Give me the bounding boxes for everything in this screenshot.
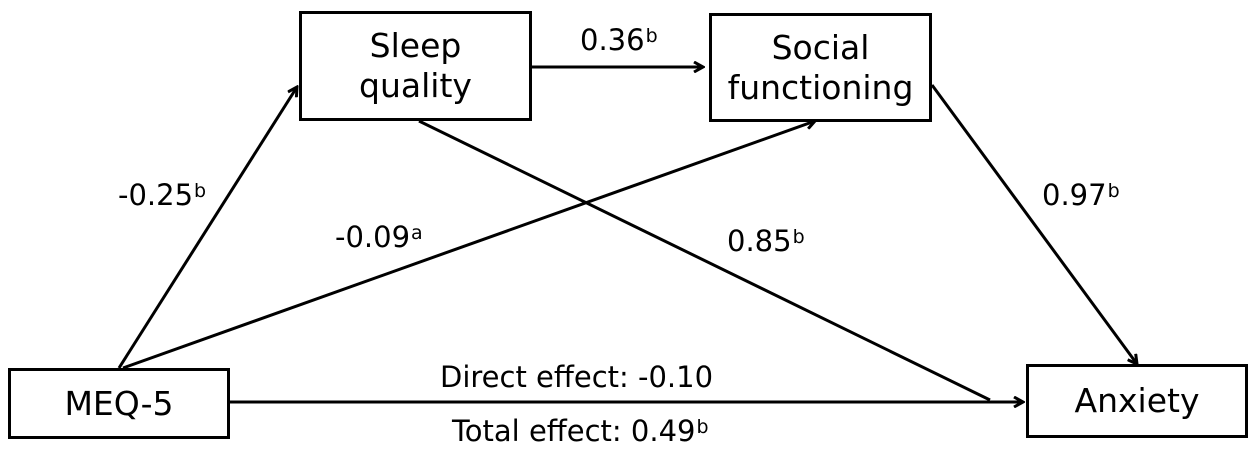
label-meq-social-value: -0.09 (335, 220, 411, 254)
node-sleep-quality: Sleep quality (299, 11, 532, 121)
node-social-functioning-line2: functioning (727, 67, 914, 107)
label-sleep-anxiety-value: 0.85 (727, 224, 792, 258)
label-social-anxiety-sig: b (1107, 180, 1120, 202)
arrow-sleep-to-anxiety (418, 119, 991, 402)
arrow-meq-to-social (122, 121, 815, 370)
node-meq5-label: MEQ-5 (64, 383, 174, 423)
node-social-functioning: Social functioning (709, 13, 932, 122)
label-social-anxiety: 0.97b (1042, 178, 1120, 212)
node-anxiety-label: Anxiety (1074, 381, 1200, 420)
label-sleep-social-value: 0.36 (580, 23, 645, 57)
node-sleep-quality-line2: quality (359, 66, 472, 105)
label-total-effect-sig: b (696, 416, 709, 438)
label-sleep-anxiety-sig: b (792, 226, 805, 248)
arrow-meq-to-sleep (117, 87, 297, 369)
label-direct-effect: Direct effect: -0.10 (440, 360, 713, 394)
label-meq-sleep-value: -0.25 (118, 178, 194, 212)
label-sleep-social: 0.36b (580, 23, 658, 57)
label-sleep-anxiety: 0.85b (727, 224, 805, 258)
label-total-effect: Total effect: 0.49b (452, 414, 709, 448)
label-social-anxiety-value: 0.97 (1042, 178, 1107, 212)
node-meq5: MEQ-5 (8, 368, 230, 439)
label-total-effect-text: Total effect: 0.49 (452, 414, 696, 448)
label-meq-sleep: -0.25b (118, 178, 206, 212)
label-sleep-social-sig: b (645, 25, 658, 47)
label-direct-effect-text: Direct effect: -0.10 (440, 360, 714, 394)
label-meq-sleep-sig: b (194, 180, 207, 202)
label-meq-social: -0.09a (335, 220, 423, 254)
node-anxiety: Anxiety (1026, 364, 1248, 438)
node-sleep-quality-line1: Sleep (369, 26, 462, 65)
label-meq-social-sig: a (411, 222, 423, 244)
arrow-social-to-anxiety (930, 84, 1137, 364)
node-social-functioning-line1: Social (771, 27, 870, 67)
